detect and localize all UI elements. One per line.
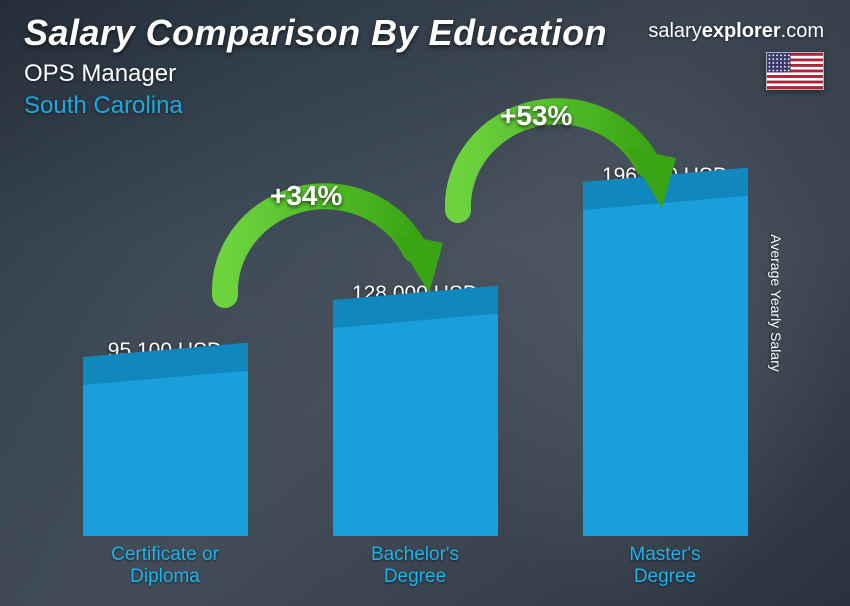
x-axis-category-label: Certificate orDiploma	[65, 544, 265, 588]
percent-increase-badge: +53%	[500, 100, 572, 132]
percent-increase-badge: +34%	[270, 180, 342, 212]
brand-bold: explorer	[702, 20, 781, 42]
bar	[583, 196, 748, 536]
x-axis-labels: Certificate orDiploma Bachelor'sDegree Mas…	[40, 544, 790, 588]
increase-arrow-icon	[438, 70, 688, 240]
bar-front-face	[333, 314, 498, 536]
brand-suffix: .com	[781, 20, 824, 42]
x-axis-category-label: Bachelor'sDegree	[315, 544, 515, 588]
brand-watermark: salaryexplorer.com	[648, 20, 824, 43]
chart-subtitle-role: OPS Manager	[24, 60, 826, 88]
bar-group: 95,100 USD	[65, 339, 265, 536]
bar	[83, 371, 248, 536]
brand-prefix: salary	[648, 20, 701, 42]
chart-subtitle-location: South Carolina	[24, 92, 826, 120]
bar	[333, 314, 498, 536]
us-flag-icon	[766, 52, 824, 90]
bar-front-face	[83, 371, 248, 536]
bar-front-face	[583, 196, 748, 536]
x-axis-category-label: Master'sDegree	[565, 544, 765, 588]
